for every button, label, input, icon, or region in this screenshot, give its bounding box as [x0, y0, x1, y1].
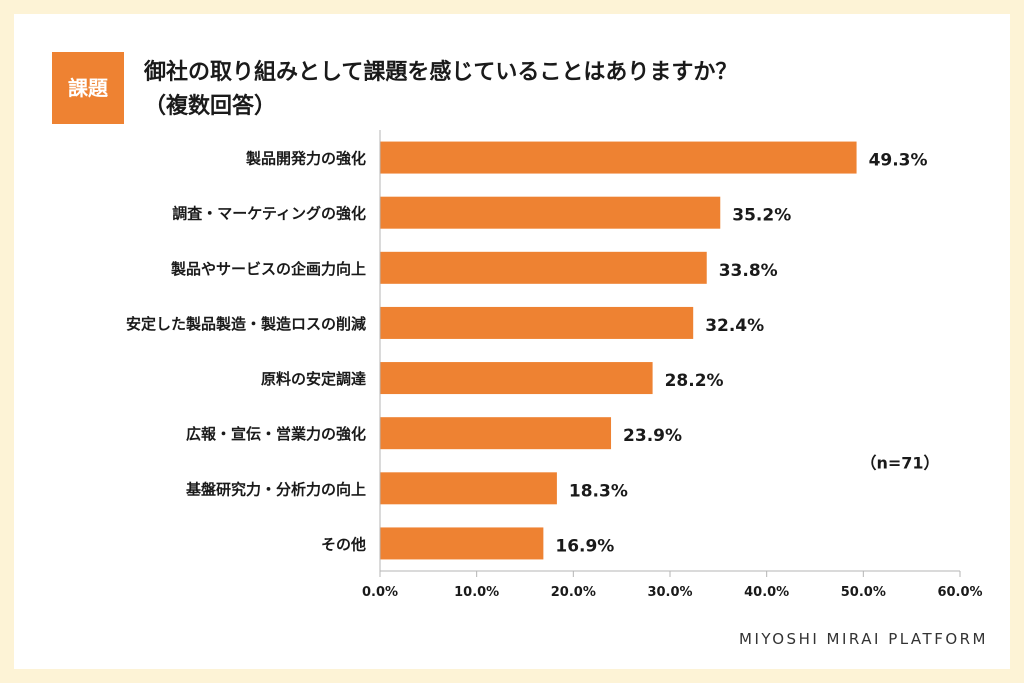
- x-tick-label-4: 30.0%: [647, 585, 692, 600]
- x-tick-label-1: 0.0%: [362, 585, 398, 600]
- category-label-8: その他: [321, 535, 366, 553]
- x-tick-label-5: 40.0%: [744, 585, 789, 600]
- title-line-1: 御社の取り組みとして課題を感じていることはありますか？: [144, 60, 738, 85]
- bar-2: [380, 196, 721, 229]
- title-line-2: （複数回答）: [144, 94, 277, 119]
- chart-title: 御社の取り組みとして課題を感じていることはありますか？ （複数回答）: [144, 56, 984, 124]
- bar-6: [380, 417, 612, 450]
- category-label-5: 原料の安定調達: [261, 370, 366, 388]
- x-tick-label-6: 50.0%: [841, 585, 886, 600]
- value-label-3: 33.8%: [719, 261, 778, 281]
- bar-3: [380, 251, 707, 284]
- category-label-2: 調査・マーケティングの強化: [172, 205, 366, 223]
- bar-4: [380, 306, 694, 339]
- value-label-7: 18.3%: [569, 481, 628, 501]
- x-tick-label-2: 10.0%: [454, 585, 499, 600]
- category-label-7: 基盤研究力・分析力の向上: [185, 480, 366, 498]
- value-label-5: 28.2%: [665, 371, 724, 391]
- x-tick-label-7: 60.0%: [937, 585, 982, 600]
- x-tick-label-3: 20.0%: [551, 585, 596, 600]
- sample-size-annotation: （n=71）: [860, 453, 939, 472]
- bar-5: [380, 362, 653, 395]
- footer-brand: MIYOSHI MIRAI PLATFORM: [739, 630, 988, 648]
- value-label-2: 35.2%: [732, 206, 791, 226]
- value-label-4: 32.4%: [705, 316, 764, 336]
- value-label-1: 49.3%: [869, 151, 928, 171]
- category-label-4: 安定した製品製造・製造ロスの削減: [126, 315, 366, 333]
- bar-8: [380, 527, 544, 560]
- bar-7: [380, 472, 557, 505]
- value-label-8: 16.9%: [555, 536, 614, 556]
- category-label-3: 製品やサービスの企画力向上: [170, 260, 366, 278]
- value-label-6: 23.9%: [623, 426, 682, 446]
- category-label-6: 広報・宣伝・営業力の強化: [186, 425, 366, 443]
- category-label-1: 製品開発力の強化: [245, 150, 366, 168]
- bar-1: [380, 141, 857, 174]
- chart-card: [14, 14, 1010, 669]
- topic-tag: 課題: [52, 52, 124, 124]
